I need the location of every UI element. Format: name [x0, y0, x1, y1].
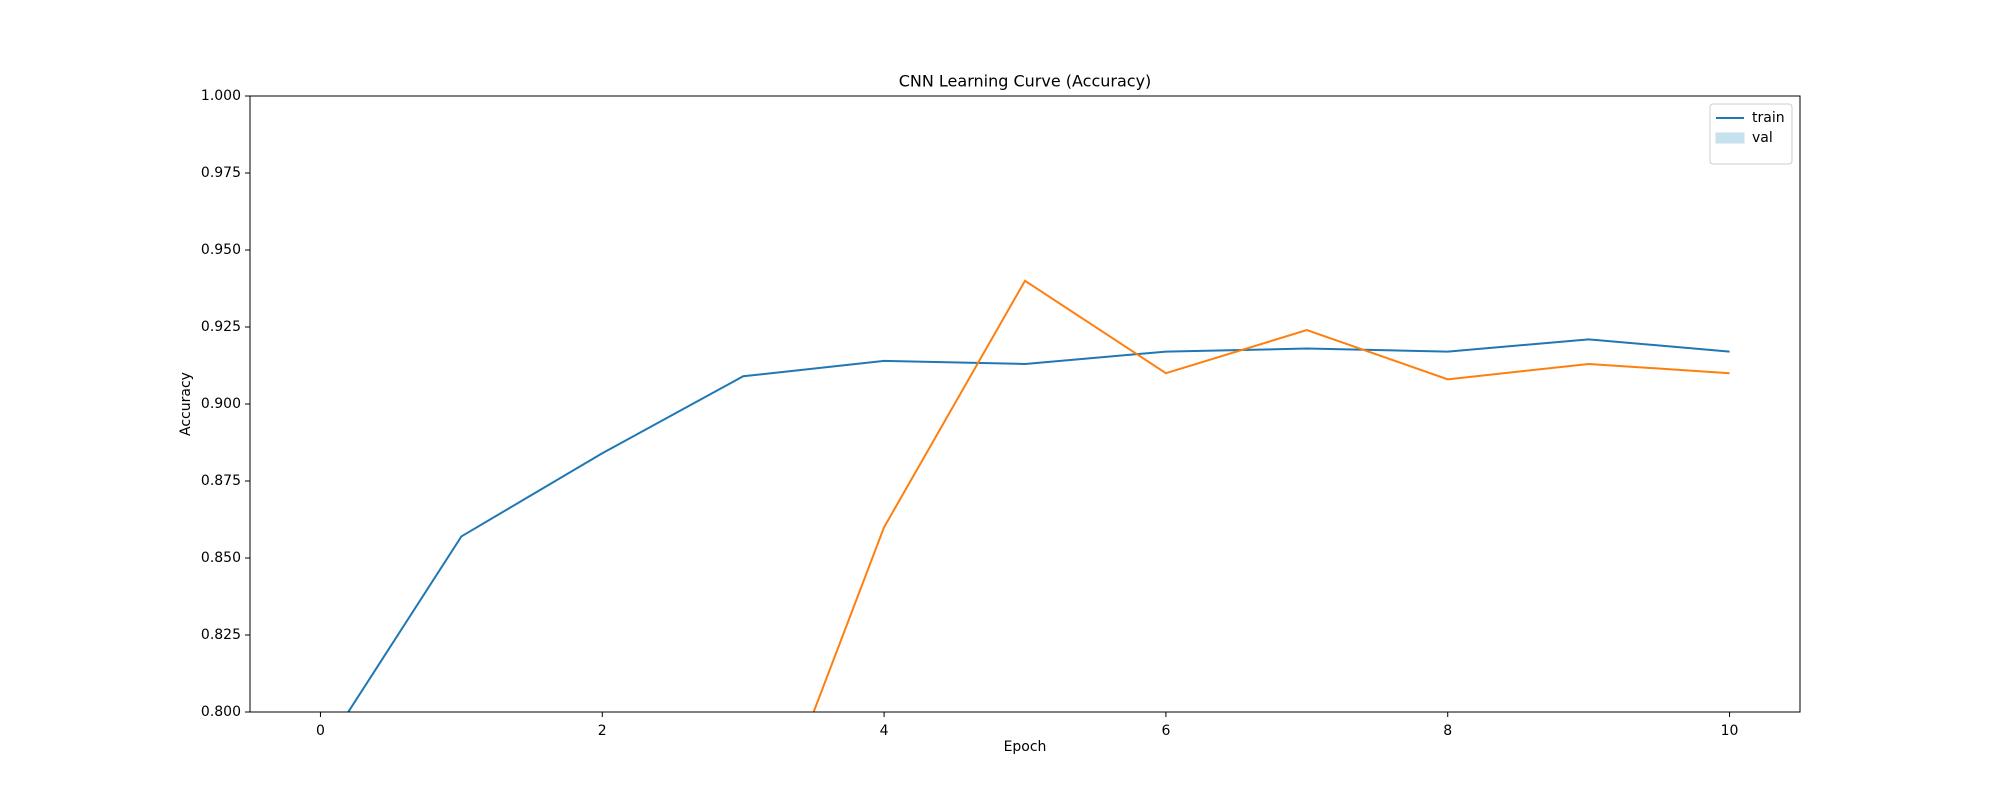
y-tick-label: 0.900 [201, 396, 241, 412]
y-tick-label: 0.875 [201, 473, 241, 489]
y-tick-label: 0.950 [201, 242, 241, 258]
axes-frame [249, 95, 1801, 713]
x-tick-label: 0 [316, 723, 325, 739]
y-tick-label: 0.800 [201, 704, 241, 720]
series-line [347, 338, 1730, 712]
y-tick-label: 0.925 [201, 319, 241, 335]
y-axis-label: Accuracy [178, 372, 194, 436]
legend-swatch [1715, 132, 1745, 144]
plot-area [347, 279, 1730, 712]
legend-label: train [1752, 110, 1785, 126]
legend-label: val [1752, 130, 1773, 146]
x-tick-label: 10 [1721, 723, 1739, 739]
x-tick-label: 2 [598, 723, 607, 739]
chart-title: CNN Learning Curve (Accuracy) [899, 72, 1152, 91]
y-tick-label: 0.850 [201, 550, 241, 566]
series-line [812, 279, 1730, 712]
y-tick-label: 0.825 [201, 627, 241, 643]
x-tick-label: 6 [1161, 723, 1170, 739]
x-axis-label: Epoch [1004, 739, 1047, 755]
x-tick-label: 4 [880, 723, 889, 739]
y-tick-label: 1.000 [201, 88, 241, 104]
y-tick-label: 0.975 [201, 165, 241, 181]
x-tick-label: 8 [1443, 723, 1452, 739]
